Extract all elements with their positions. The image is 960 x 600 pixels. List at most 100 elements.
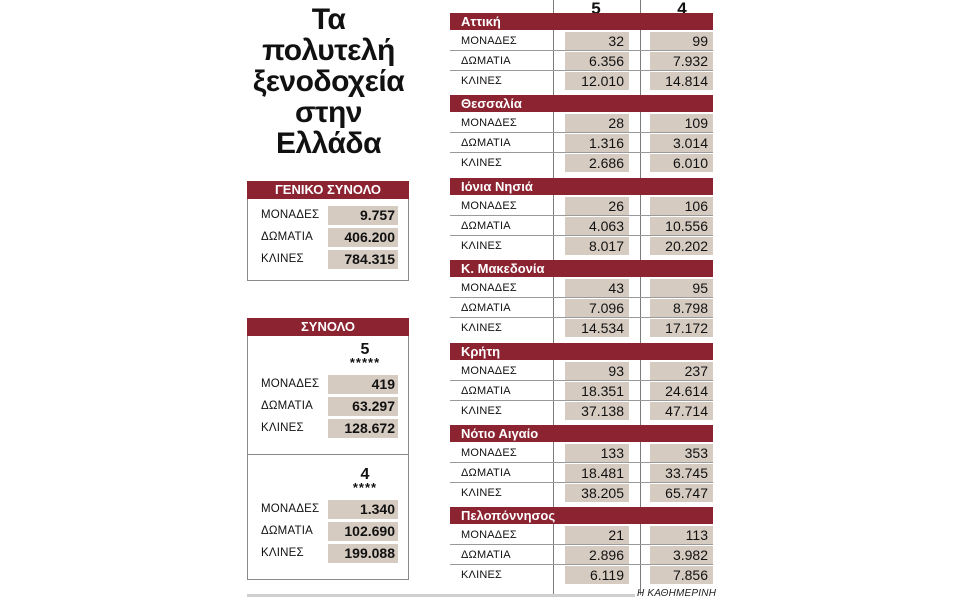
row-label: ΜΟΝΑΔΕΣ <box>461 117 517 130</box>
table-row: ΔΩΜΑΤΙΑ 18.481 33.745 <box>450 463 713 483</box>
value-5-star: 38.205 <box>565 484 629 502</box>
row-value: 1.340 <box>328 500 398 519</box>
value-5-star: 1.316 <box>565 134 629 153</box>
value-5-star: 43 <box>565 279 629 298</box>
row-label: ΜΟΝΑΔΕΣ <box>461 529 517 542</box>
value-4-star: 109 <box>650 114 713 133</box>
row-divider <box>450 50 713 51</box>
table-row: ΜΟΝΑΔΕΣ 32 99 <box>450 31 713 51</box>
row-label: ΚΛΙΝΕΣ <box>461 487 503 499</box>
row-label: ΚΛΙΝΕΣ <box>461 569 503 582</box>
table-row: ΜΟΝΑΔΕΣ 133 353 <box>450 443 713 463</box>
row-value: 63.297 <box>328 397 398 416</box>
table-row: ΜΟΝΑΔΕΣ 21 113 <box>450 525 713 545</box>
value-5-star: 18.351 <box>565 381 629 400</box>
value-5-star: 6.119 <box>565 566 629 585</box>
row-label: ΜΟΝΑΔΕΣ <box>461 35 517 47</box>
value-5-star: 2.686 <box>565 154 629 173</box>
value-4-star: 7.856 <box>650 566 713 585</box>
row-label: ΚΛΙΝΕΣ <box>261 547 304 559</box>
table-row: ΚΛΙΝΕΣ 37.138 47.714 <box>450 401 713 421</box>
value-4-star: 7.932 <box>650 52 713 70</box>
table-row: ΚΛΙΝΕΣ 38.205 65.747 <box>450 483 713 503</box>
title-line: στην <box>295 96 362 129</box>
total-group-5: 5 ***** ΜΟΝΑΔΕΣ 419 ΔΩΜΑΤΙΑ 63.297 ΚΛΙΝΕ… <box>248 336 408 455</box>
value-4-star: 17.172 <box>650 319 713 338</box>
region-header: Νότιο Αιγαίο <box>450 425 713 442</box>
row-label: ΚΛΙΝΕΣ <box>461 157 503 170</box>
title-line: Τα <box>311 3 346 36</box>
row-divider <box>450 234 713 236</box>
value-5-star: 21 <box>565 526 629 545</box>
table-row: ΚΛΙΝΕΣ 2.686 6.010 <box>450 153 713 173</box>
row-label: ΜΟΝΑΔΕΣ <box>261 209 320 221</box>
grand-total-row: ΚΛΙΝΕΣ 784.315 <box>248 249 408 271</box>
value-4-star: 3.014 <box>650 134 713 153</box>
table-row: ΔΩΜΑΤΙΑ 7.096 8.798 <box>450 298 713 318</box>
table-row: ΜΟΝΑΔΕΣ 28 109 <box>450 113 713 133</box>
value-5-star: 14.534 <box>565 319 629 338</box>
row-label: ΔΩΜΑΤΙΑ <box>461 302 511 315</box>
grand-total-box: ΓΕΝΙΚΟ ΣΥΝΟΛΟ ΜΟΝΑΔΕΣ 9.757 ΔΩΜΑΤΙΑ 406.… <box>247 181 409 281</box>
total-box: ΣΥΝΟΛΟ 5 ***** ΜΟΝΑΔΕΣ 419 ΔΩΜΑΤΙΑ 63.29… <box>247 318 409 580</box>
row-label: ΜΟΝΑΔΕΣ <box>261 503 320 515</box>
value-5-star: 18.481 <box>565 464 629 482</box>
value-4-star: 353 <box>650 444 713 462</box>
table-row: ΔΩΜΑΤΙΑ 2.896 3.982 <box>450 545 713 565</box>
row-divider <box>450 132 713 134</box>
source-credit: Η ΚΑΘΗΜΕΡΙΝΗ <box>637 588 717 599</box>
region-header: Αττική <box>450 13 713 30</box>
table-row: ΜΟΝΑΔΕΣ 43 95 <box>450 278 713 298</box>
row-label: ΜΟΝΑΔΕΣ <box>461 447 517 459</box>
grand-total-header: ΓΕΝΙΚΟ ΣΥΝΟΛΟ <box>247 181 409 199</box>
table-row: ΚΛΙΝΕΣ 6.119 7.856 <box>450 565 713 585</box>
value-5-star: 28 <box>565 114 629 133</box>
row-label: ΚΛΙΝΕΣ <box>461 75 503 87</box>
page-title: Τα πολυτελή ξενοδοχεία στην Ελλάδα <box>247 4 410 159</box>
value-4-star: 3.982 <box>650 546 713 565</box>
row-label: ΔΩΜΑΤΙΑ <box>461 219 511 232</box>
value-4-star: 20.202 <box>650 236 713 255</box>
row-label: ΚΛΙΝΕΣ <box>461 322 503 335</box>
row-label: ΚΛΙΝΕΣ <box>261 422 304 434</box>
row-label: ΔΩΜΑΤΙΑ <box>461 467 511 479</box>
table-row: ΚΛΙΝΕΣ 12.010 14.814 <box>450 71 713 91</box>
row-label: ΔΩΜΑΤΙΑ <box>261 400 313 412</box>
row-divider <box>450 462 713 463</box>
row-label: ΚΛΙΝΕΣ <box>461 404 503 417</box>
value-5-star: 133 <box>565 444 629 462</box>
row-divider <box>450 379 713 381</box>
row-label: ΜΟΝΑΔΕΣ <box>461 282 517 295</box>
table-row: ΔΩΜΑΤΙΑ 18.351 24.614 <box>450 381 713 401</box>
value-5-star: 32 <box>565 32 629 50</box>
table-row: ΔΩΜΑΤΙΑ 1.316 3.014 <box>450 133 713 153</box>
value-4-star: 47.714 <box>650 401 713 420</box>
row-label: ΔΩΜΑΤΙΑ <box>261 231 313 243</box>
value-4-star: 33.745 <box>650 464 713 482</box>
row-label: ΜΟΝΑΔΕΣ <box>461 364 517 377</box>
value-4-star: 106 <box>650 196 713 215</box>
row-divider <box>450 214 713 216</box>
star-count: 5 <box>591 0 601 18</box>
row-value: 9.757 <box>328 206 398 225</box>
stars-label: 4 **** <box>345 467 385 495</box>
row-value: 784.315 <box>328 250 398 269</box>
row-divider <box>450 482 713 483</box>
value-4-star: 24.614 <box>650 381 713 400</box>
row-value: 419 <box>328 375 398 394</box>
row-label: ΚΛΙΝΕΣ <box>261 253 304 265</box>
title-line: ξενοδοχεία <box>252 65 405 98</box>
region-header: Ιόνια Νησιά <box>450 177 713 195</box>
row-label: ΔΩΜΑΤΙΑ <box>461 55 511 67</box>
value-4-star: 95 <box>650 279 713 298</box>
row-divider <box>450 297 713 299</box>
total-group-4: 4 **** ΜΟΝΑΔΕΣ 1.340 ΔΩΜΑΤΙΑ 102.690 ΚΛΙ… <box>248 455 408 579</box>
value-4-star: 8.798 <box>650 299 713 318</box>
table-row: ΔΩΜΑΤΙΑ 6.356 7.932 <box>450 51 713 71</box>
value-5-star: 37.138 <box>565 401 629 420</box>
value-5-star: 26 <box>565 196 629 215</box>
value-5-star: 6.356 <box>565 52 629 70</box>
stars: **** <box>352 480 378 495</box>
value-4-star: 10.556 <box>650 216 713 235</box>
table-row: ΚΛΙΝΕΣ 8.017 20.202 <box>450 236 713 256</box>
